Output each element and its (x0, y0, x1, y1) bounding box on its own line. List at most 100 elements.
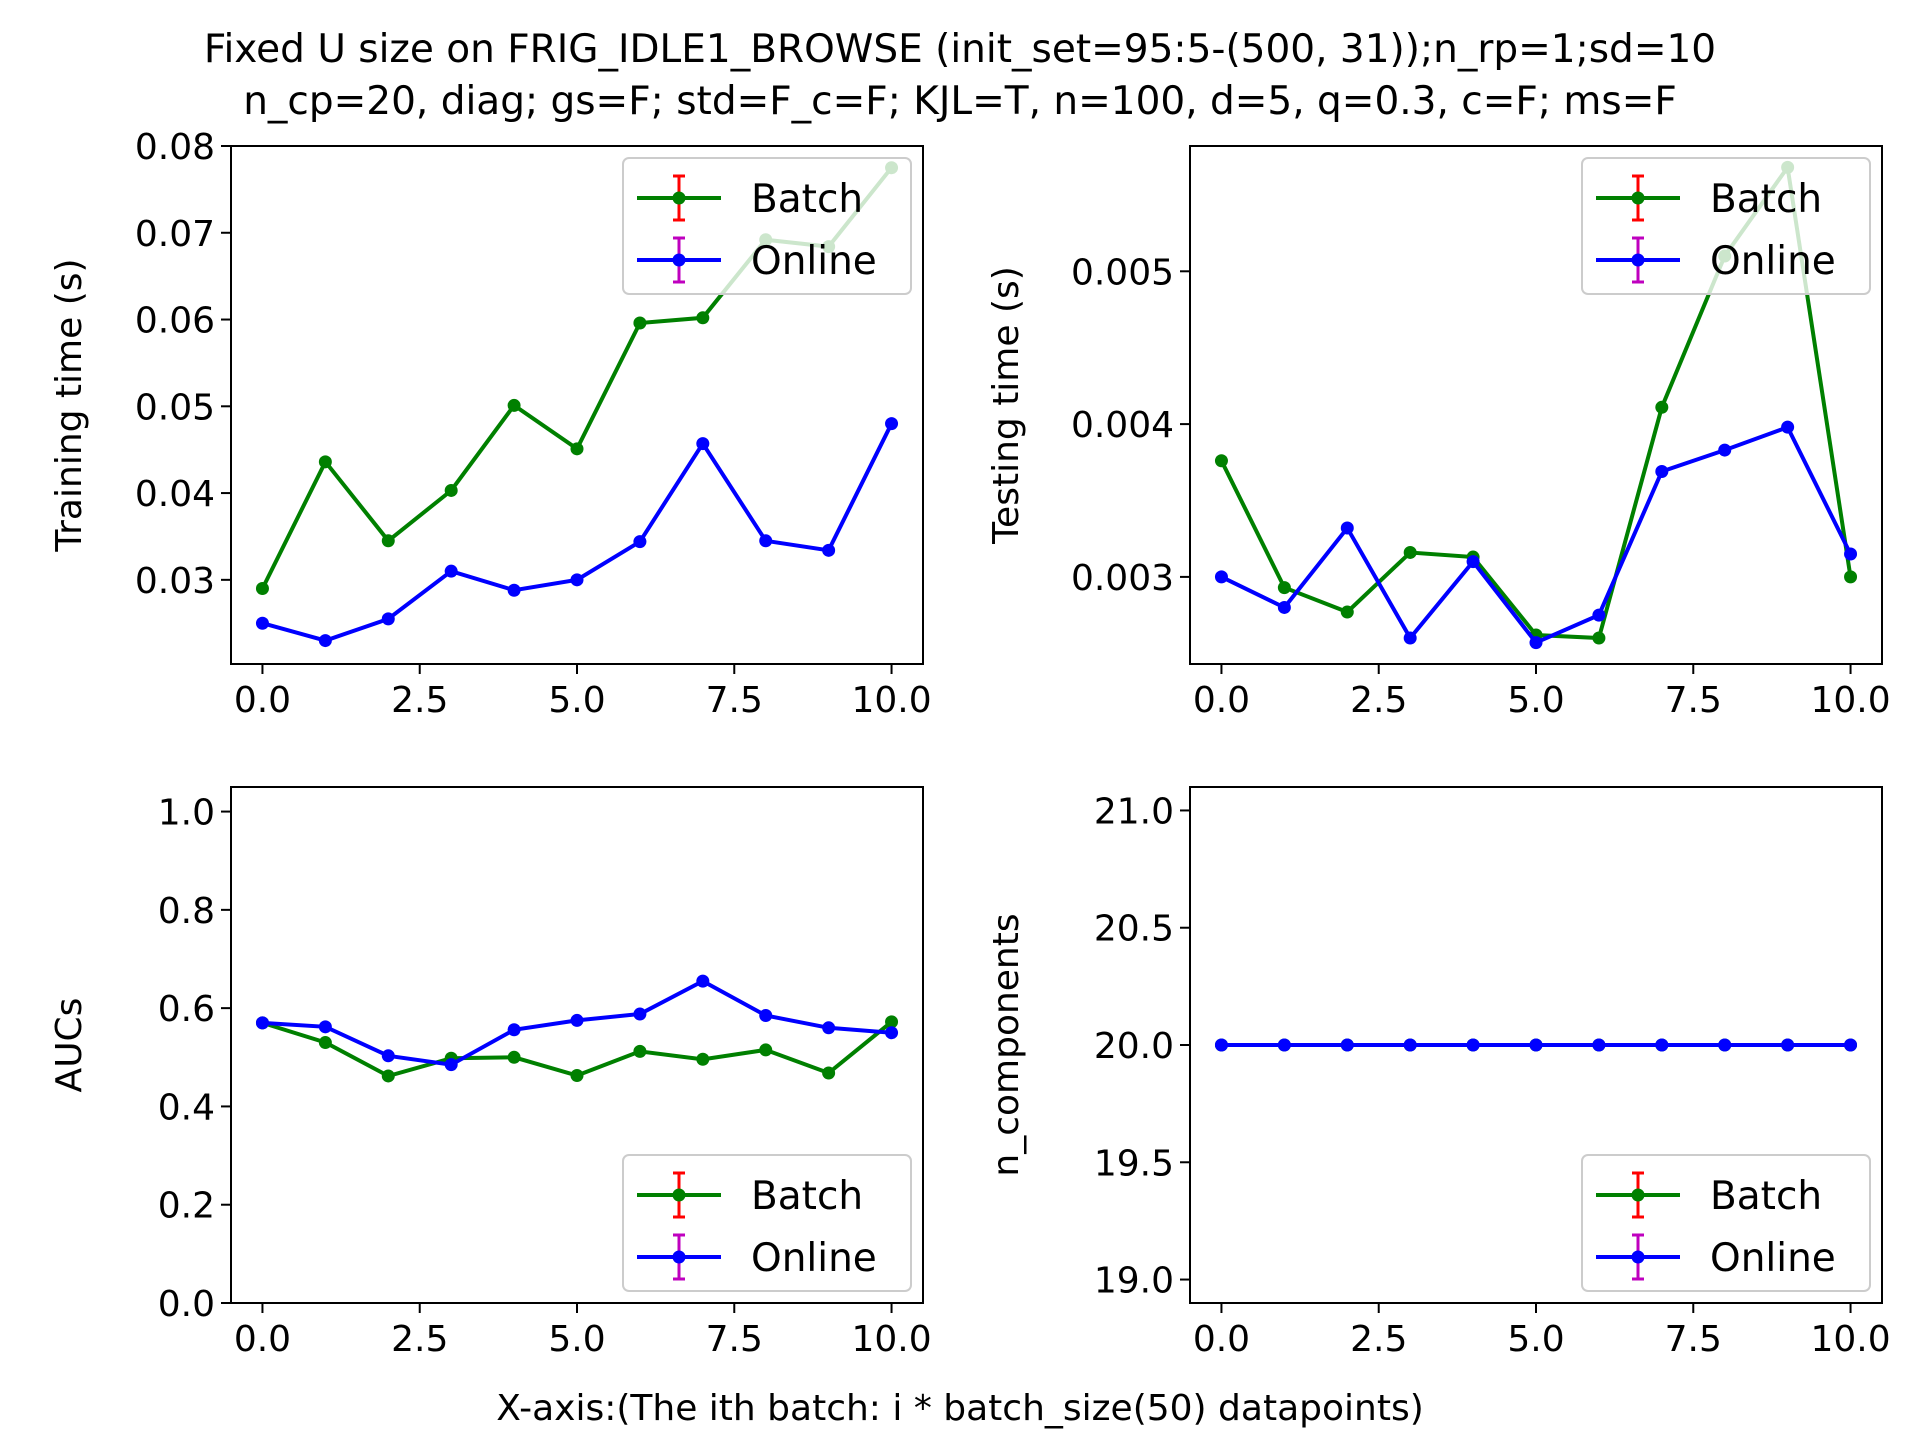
data-point-online (885, 1026, 899, 1040)
data-point-online (759, 534, 773, 548)
y-tick-label: 0.8 (158, 891, 215, 932)
legend-label-online: Online (1710, 239, 1836, 284)
legend-marker-batch (1631, 1188, 1645, 1202)
y-tick-label: 0.07 (135, 214, 215, 255)
data-point-online (1781, 420, 1795, 434)
legend-label-online: Online (751, 239, 877, 284)
data-point-online (1340, 521, 1354, 535)
legend: Batch Online (622, 1154, 912, 1292)
x-tick-label: 2.5 (391, 680, 448, 721)
y-tick-label: 0.0 (158, 1284, 215, 1325)
legend-marker-batch (1631, 191, 1645, 205)
series-line-online (261, 422, 894, 643)
data-point-online (318, 634, 332, 648)
y-tick-label: 0.4 (158, 1087, 215, 1128)
data-point-online (1529, 1038, 1543, 1052)
data-point-online (1844, 1038, 1858, 1052)
data-point-batch (822, 1066, 836, 1080)
figure-title-line1: Fixed U size on FRIG_IDLE1_BROWSE (init_… (204, 27, 1716, 72)
data-point-online (255, 1016, 269, 1030)
data-point-online (1592, 1038, 1606, 1052)
series-line-online (1220, 424, 1853, 646)
data-point-batch (1277, 581, 1291, 595)
data-point-batch (696, 311, 710, 325)
x-tick-label: 2.5 (391, 1319, 448, 1360)
data-point-online (381, 1049, 395, 1063)
legend-label-online: Online (751, 1236, 877, 1281)
data-point-online (1718, 1038, 1732, 1052)
data-point-batch (381, 534, 395, 548)
data-point-batch (318, 1036, 332, 1050)
data-point-batch (633, 1044, 647, 1058)
data-point-batch (444, 483, 458, 497)
data-point-online (759, 1009, 773, 1023)
y-tick-label: 0.08 (135, 127, 215, 168)
x-tick-label: 5.0 (548, 1319, 605, 1360)
y-axis-label: AUCs (49, 998, 90, 1093)
y-tick-label: 0.003 (1071, 558, 1174, 599)
data-point-online (318, 1020, 332, 1034)
legend: Batch Online (622, 157, 912, 295)
legend-marker-online (1631, 1250, 1645, 1264)
x-tick-label: 0.0 (234, 1319, 291, 1360)
data-point-online (1844, 547, 1858, 561)
legend-label-batch: Batch (1710, 177, 1822, 222)
y-tick-label: 0.004 (1071, 405, 1174, 446)
data-point-batch (1340, 605, 1354, 619)
data-point-online (255, 616, 269, 630)
data-point-online (1277, 600, 1291, 614)
x-tick-label: 5.0 (1507, 680, 1564, 721)
y-axis-label: Testing time (s) (986, 266, 1027, 545)
x-tick-label: 10.0 (851, 1319, 931, 1360)
legend-marker-online (1631, 253, 1645, 267)
x-tick-label: 0.0 (1193, 680, 1250, 721)
y-tick-label: 0.05 (135, 387, 215, 428)
data-point-online (1277, 1038, 1291, 1052)
data-point-batch (255, 582, 269, 596)
legend: Batch Online (1581, 1154, 1871, 1292)
data-point-batch (318, 455, 332, 469)
data-point-online (1340, 1038, 1354, 1052)
x-tick-label: 7.5 (706, 680, 763, 721)
subplot-grid: 0.0 2.5 5.0 7.5 10.0 0.03 0.04 0.05 0.06 0.07 0.08… (49, 127, 1891, 1360)
data-point-online (1403, 1038, 1417, 1052)
data-point-online (570, 1013, 584, 1027)
y-tick-label: 20.5 (1094, 909, 1174, 950)
data-point-online (822, 1021, 836, 1035)
data-point-online (885, 417, 899, 431)
legend-marker-batch (672, 191, 686, 205)
data-point-online (633, 535, 647, 549)
y-tick-label: 19.0 (1094, 1261, 1174, 1302)
data-point-batch (1844, 570, 1858, 584)
y-tick-label: 0.06 (135, 301, 215, 342)
data-point-online (1655, 464, 1669, 478)
data-point-online (696, 437, 710, 451)
legend-marker-batch (672, 1188, 686, 1202)
data-point-online (696, 974, 710, 988)
x-tick-label: 10.0 (1810, 680, 1890, 721)
y-tick-label: 0.03 (135, 561, 215, 602)
y-tick-label: 1.0 (158, 793, 215, 834)
data-point-batch (1214, 454, 1228, 468)
data-point-online (444, 564, 458, 578)
data-point-online (1781, 1038, 1795, 1052)
data-point-batch (885, 1015, 899, 1029)
y-tick-label: 0.6 (158, 989, 215, 1030)
data-point-online (1466, 555, 1480, 569)
data-point-online (1466, 1038, 1480, 1052)
x-tick-label: 7.5 (1665, 680, 1722, 721)
x-tick-label: 5.0 (1507, 1319, 1564, 1360)
data-point-online (507, 583, 521, 597)
y-tick-label: 20.0 (1094, 1026, 1174, 1067)
data-point-batch (570, 442, 584, 456)
data-point-online (1214, 570, 1228, 584)
data-point-batch (696, 1052, 710, 1066)
x-tick-label: 7.5 (1665, 1319, 1722, 1360)
x-tick-label: 2.5 (1350, 1319, 1407, 1360)
y-axis-label: Training time (s) (49, 258, 90, 552)
data-point-online (1403, 631, 1417, 645)
data-point-online (1214, 1038, 1228, 1052)
subplot-4: 0.0 2.5 5.0 7.5 10.0 19.0 19.5 20.0 20.5 21.0 n_co… (986, 786, 1891, 1360)
subplot-3: 0.0 2.5 5.0 7.5 10.0 0.0 0.2 0.4 0.6 0.8 1.0 AUCs Ba… (49, 786, 932, 1360)
